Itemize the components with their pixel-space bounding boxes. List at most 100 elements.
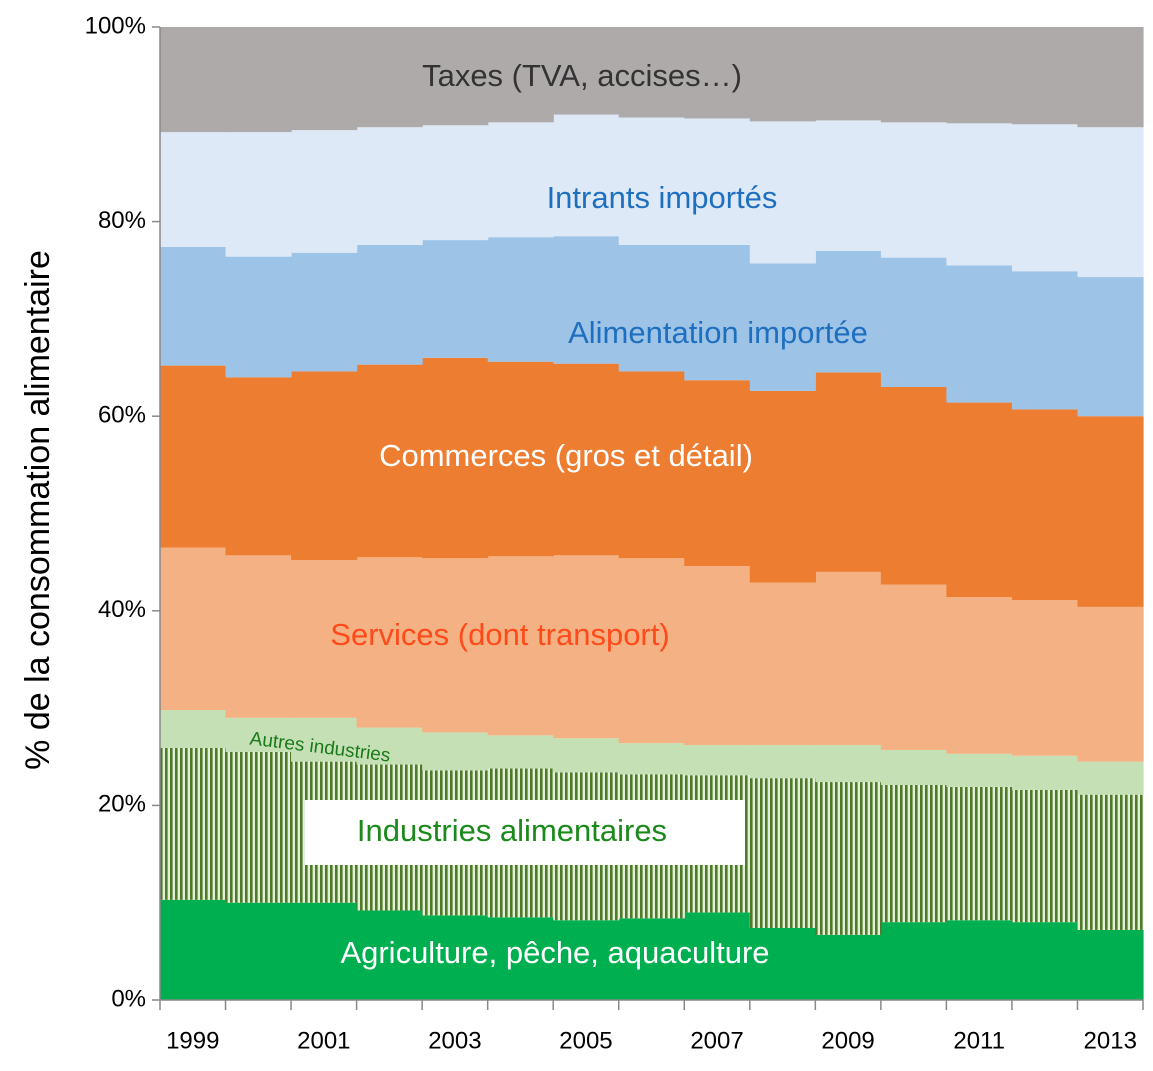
area-segment	[684, 27, 751, 119]
area-segment	[1077, 606, 1144, 762]
area-segment	[618, 743, 685, 775]
area-segment	[1011, 409, 1079, 601]
area-segment	[160, 747, 227, 900]
area-segment	[225, 555, 292, 718]
area-segment	[553, 236, 620, 364]
area-segment	[422, 27, 489, 126]
area-segment	[815, 120, 882, 251]
area-segment	[356, 27, 423, 128]
area-segment	[553, 114, 620, 237]
area-segment	[880, 257, 947, 388]
area-segment	[356, 910, 423, 1000]
area-segment	[291, 130, 358, 253]
area-segment	[815, 27, 882, 121]
area-segment	[225, 751, 292, 903]
series-label: Agriculture, pêche, aquaculture	[340, 935, 769, 970]
area-segment	[487, 556, 554, 736]
area-segment	[356, 727, 423, 765]
area-segment	[815, 250, 882, 373]
area-segment	[684, 566, 751, 746]
series-label: Intrants importés	[547, 180, 778, 215]
area-segment	[618, 918, 685, 1000]
area-segment	[946, 402, 1013, 598]
area-segment	[946, 265, 1013, 403]
area-segment	[946, 920, 1013, 1000]
area-segment	[291, 560, 358, 718]
area-segment	[160, 547, 227, 711]
area-segment	[618, 27, 685, 118]
area-segment	[749, 582, 816, 746]
area-segment	[422, 915, 489, 1000]
area-segment	[225, 132, 292, 257]
area-segment	[749, 745, 816, 779]
area-segment	[291, 902, 358, 1000]
area-segment	[160, 27, 227, 133]
y-tick-label: 100%	[85, 12, 146, 39]
area-segment	[225, 377, 292, 556]
area-segment	[356, 364, 423, 558]
area-segment	[1077, 929, 1144, 1000]
area-segment	[356, 127, 423, 245]
area-segment	[1011, 27, 1079, 125]
area-segment	[1077, 27, 1144, 128]
area-segment	[553, 920, 620, 1000]
area-segment	[1077, 416, 1144, 607]
area-segment	[618, 558, 685, 744]
area-segment	[1077, 794, 1144, 930]
area-segment	[880, 784, 947, 923]
x-tick-label: 2011	[953, 1027, 1005, 1054]
area-segment	[880, 584, 947, 750]
area-segment	[1077, 127, 1144, 278]
area-segment	[1011, 789, 1079, 923]
area-segment	[487, 735, 554, 769]
area-segment	[618, 117, 685, 245]
area-segment	[291, 252, 358, 372]
area-segment	[749, 263, 816, 391]
area-segment	[815, 934, 882, 1000]
area-segment	[880, 922, 947, 1000]
area-segment	[815, 372, 882, 572]
area-segment	[487, 917, 554, 1000]
series-label: Alimentation importée	[568, 315, 868, 350]
area-segment	[749, 927, 816, 1000]
area-segment	[618, 244, 685, 372]
series-label: Commerces (gros et détail)	[379, 438, 753, 473]
area-segment	[487, 361, 554, 557]
area-segment	[946, 786, 1013, 921]
area-segment	[553, 555, 620, 739]
area-segment	[225, 27, 292, 133]
area-segment	[356, 244, 423, 365]
area-segment	[422, 732, 489, 771]
area-segment	[880, 122, 947, 258]
area-segment	[684, 745, 751, 776]
x-tick-label: 2009	[821, 1027, 874, 1054]
label-box	[305, 800, 745, 865]
area-segment	[1011, 922, 1079, 1000]
area-segment	[684, 380, 751, 567]
y-tick-label: 80%	[98, 207, 146, 234]
area-segment	[749, 27, 816, 122]
area-segment	[1077, 761, 1144, 795]
area-segment	[487, 237, 554, 362]
series-label: Taxes (TVA, accises…)	[422, 58, 742, 93]
y-tick-label: 20%	[98, 791, 146, 818]
area-segment	[880, 27, 947, 123]
area-segment	[160, 365, 227, 548]
x-tick-label: 2013	[1084, 1027, 1137, 1054]
area-segment	[422, 240, 489, 358]
area-segment	[553, 738, 620, 773]
area-segment	[160, 246, 227, 366]
area-segment	[291, 371, 358, 561]
y-tick-label: 40%	[98, 596, 146, 623]
area-segment	[815, 745, 882, 783]
area-segment	[422, 357, 489, 559]
area-segment	[815, 782, 882, 935]
area-segment	[749, 778, 816, 928]
area-segment	[487, 122, 554, 238]
area-segment	[160, 710, 227, 748]
area-segment	[225, 256, 292, 378]
x-tick-label: 1999	[166, 1027, 219, 1054]
area-segment	[946, 27, 1013, 124]
area-segment	[553, 363, 620, 556]
area-segment	[356, 557, 423, 728]
